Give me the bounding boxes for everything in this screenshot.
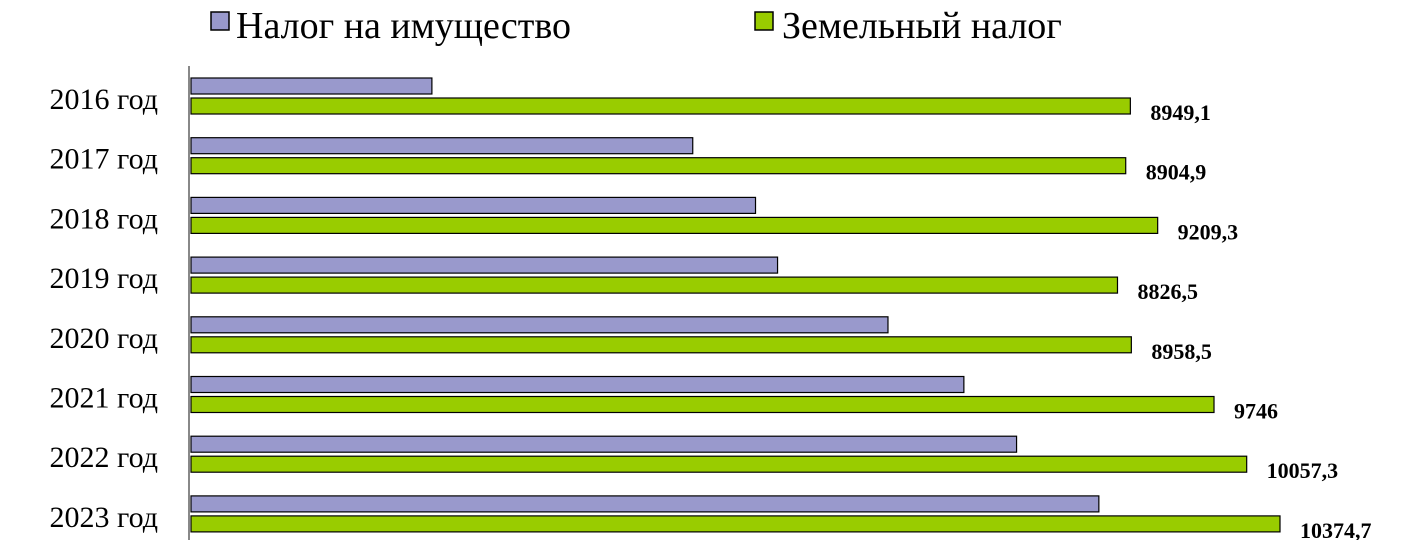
land-tax-value-label-2016-год: 8949,1 [1150,100,1211,125]
category-label-2018-год: 2018 год [50,202,158,235]
land-tax-bar-2020-год [190,336,1132,354]
land-tax-value-label-2019-год: 8826,5 [1137,279,1198,304]
land-tax-value-label-2020-год: 8958,5 [1151,339,1212,364]
land-tax-value-label-2018-год: 9209,3 [1178,219,1239,244]
land-tax-bar-2016-год [190,97,1131,115]
legend-label-land-tax: Земельный налог [782,5,1062,47]
land-tax-bar-2023-год [190,515,1281,533]
legend-swatch-land-tax [754,11,774,31]
land-tax-bar-2017-год [190,157,1127,175]
legend-swatch-property-tax [210,11,230,31]
land-tax-bar-2018-год [190,216,1159,234]
property-tax-bar-2016-год [190,77,433,95]
property-tax-bar-2023-год [190,495,1100,513]
category-label-2017-год: 2017 год [50,143,158,176]
chart-legend: Налог на имущество Земельный налог [210,5,1062,47]
land-tax-value-label-2023-год: 10374,7 [1300,518,1372,540]
property-tax-bar-2022-год [190,435,1018,453]
plot-area: 2016 год 8949,1 2017 год 8904,9 2018 год 9209… [50,77,1372,540]
category-label-2022-год: 2022 год [50,441,158,474]
legend-label-property-tax: Налог на имущество [236,5,571,47]
category-label-2016-год: 2016 год [50,83,158,116]
land-tax-value-label-2022-год: 10057,3 [1267,458,1339,483]
property-tax-bar-2018-год [190,196,757,214]
land-tax-bar-2022-год [190,455,1248,473]
land-tax-bar-2019-год [190,276,1119,294]
property-tax-bar-2019-год [190,256,779,274]
property-tax-bar-2021-год [190,375,965,394]
category-label-2021-год: 2021 год [50,382,158,415]
category-label-2019-год: 2019 год [50,262,158,295]
category-label-2023-год: 2023 год [50,501,158,534]
property-tax-bar-2020-год [190,316,889,334]
property-tax-bar-2017-год [190,137,694,155]
land-tax-value-label-2021-год: 9746 [1234,399,1278,424]
category-label-2020-год: 2020 год [50,322,158,355]
land-tax-value-label-2017-год: 8904,9 [1146,160,1207,185]
land-tax-bar-2021-год [190,395,1215,414]
